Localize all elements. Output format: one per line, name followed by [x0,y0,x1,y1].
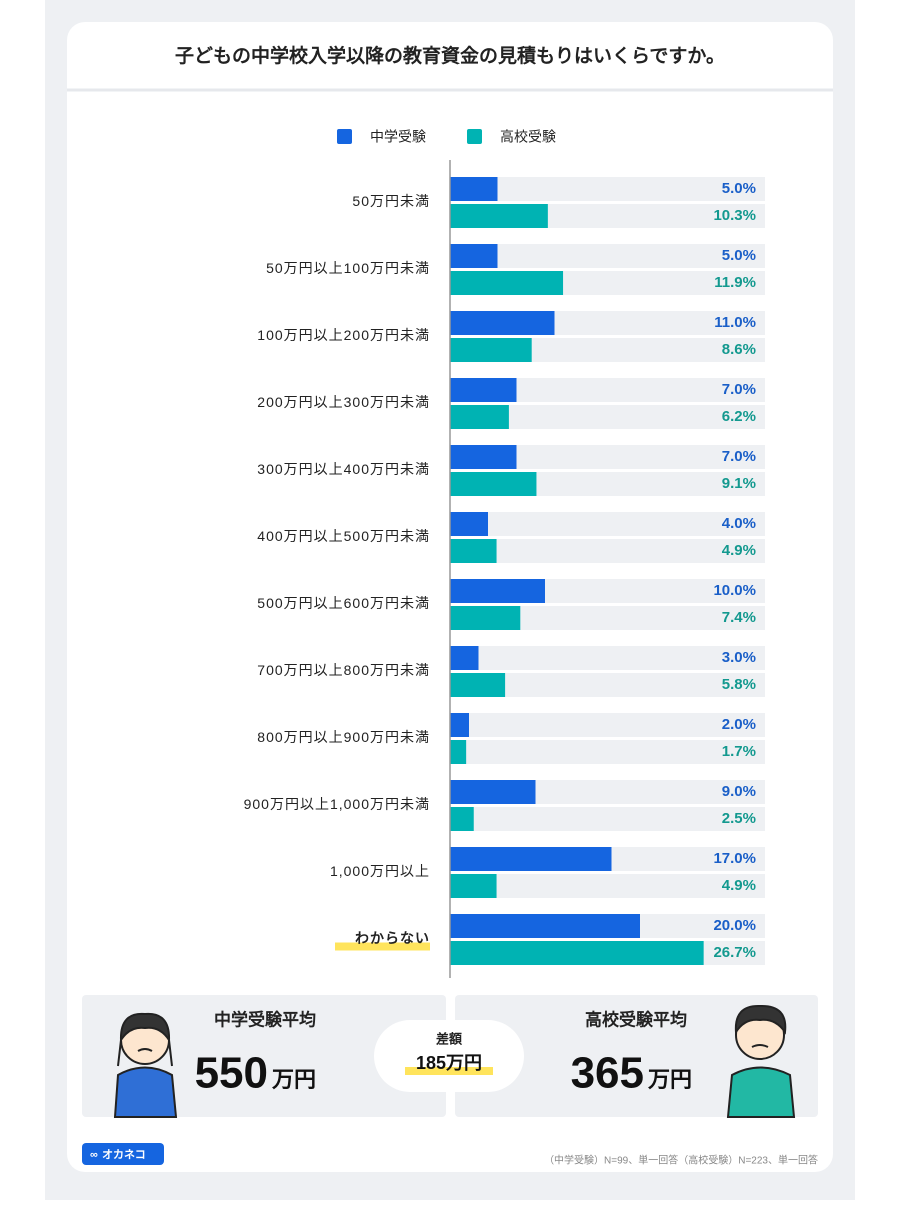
data-label: 7.0% [722,448,756,465]
data-label: 4.0% [722,515,756,532]
bar [450,271,564,295]
summary-label: 中学受験平均 [214,1009,316,1029]
data-label: 5.8% [722,676,756,693]
bar [450,539,497,563]
data-label: 2.5% [722,810,756,827]
data-label: 10.0% [713,582,756,599]
data-label: 11.0% [714,314,756,331]
summary-unit: 万円 [271,1067,316,1092]
bar-track [450,807,765,831]
bar-track [450,512,765,536]
y-tick-label: 100万円以上200万円未満 [257,327,430,343]
bar-track [450,713,765,737]
logo-icon: ∞ [90,1149,98,1161]
bar-track [450,244,765,268]
y-tick-label: 1,000万円以上 [330,863,430,879]
summary-amount: 550 [195,1049,268,1098]
y-tick-label: 300万円以上400万円未満 [257,461,430,477]
bar [450,646,479,670]
legend-label: 中学受験 [370,129,426,145]
difference-amount: 185万円 [416,1053,482,1073]
data-label: 20.0% [713,917,756,934]
highlight [405,1067,493,1075]
data-label: 4.9% [722,877,756,894]
bar-track [450,539,765,563]
bar-track [450,740,765,764]
girl-illustration [113,1012,178,1118]
data-label: 6.2% [722,408,756,425]
y-tick-label: 50万円以上100万円未満 [266,260,430,276]
logo-text: オカネコ [102,1148,146,1161]
summary-label: 高校受験平均 [585,1009,687,1029]
bar [450,606,521,630]
bar [450,177,498,201]
bar [450,713,469,737]
logo-badge [82,1143,164,1165]
y-tick-label: 900万円以上1,000万円未満 [244,796,430,812]
legend-label: 高校受験 [500,129,556,145]
data-label: 9.0% [722,783,756,800]
y-tick-label: 800万円以上900万円未満 [257,729,430,745]
bar [450,740,467,764]
data-label: 5.0% [722,180,756,197]
bar [450,807,474,831]
footnote: （中学受験）N=99、単一回答（高校受験）N=223、単一回答 [544,1154,818,1167]
bar [450,579,545,603]
difference-label: 差額 [436,1031,463,1046]
data-label: 7.4% [722,609,756,626]
bar [450,512,488,536]
data-label: 10.3% [713,207,756,224]
data-label: 11.9% [714,274,756,291]
y-tick-label: 200万円以上300万円未満 [257,394,430,410]
y-tick-label: 500万円以上600万円未満 [257,595,430,611]
bar-track [450,177,765,201]
summary-box [455,995,818,1117]
bar [450,445,517,469]
bar-track [450,874,765,898]
bar [450,378,517,402]
data-label: 17.0% [713,850,756,867]
data-label: 4.9% [722,542,756,559]
bar [450,405,509,429]
y-tick-label: 50万円未満 [352,193,430,209]
bar [450,204,548,228]
bar [450,244,498,268]
data-label: 8.6% [722,341,756,358]
y-tick-label: 400万円以上500万円未満 [257,528,430,544]
bar [450,472,537,496]
bar [450,914,640,938]
boy-illustration [726,1004,796,1118]
bar [450,847,612,871]
legend-swatch [337,129,352,144]
bar [450,780,536,804]
bar-track [450,646,765,670]
data-label: 9.1% [722,475,756,492]
summary-unit: 万円 [647,1067,692,1092]
data-label: 5.0% [722,247,756,264]
chart-title: 子どもの中学校入学以降の教育資金の見積もりはいくらですか。 [175,44,725,67]
data-label: 2.0% [722,716,756,733]
data-label: 3.0% [722,649,756,666]
category-highlight [335,942,430,951]
data-label: 1.7% [722,743,756,760]
data-label: 7.0% [722,381,756,398]
summary-amount: 365 [571,1049,644,1098]
bar [450,338,532,362]
data-label: 26.7% [713,944,756,961]
bar [450,941,704,965]
legend-swatch [467,129,482,144]
bar [450,311,555,335]
bar [450,673,506,697]
y-tick-label: 700万円以上800万円未満 [257,662,430,678]
y-tick-label: わからない [355,930,430,946]
bar [450,874,497,898]
